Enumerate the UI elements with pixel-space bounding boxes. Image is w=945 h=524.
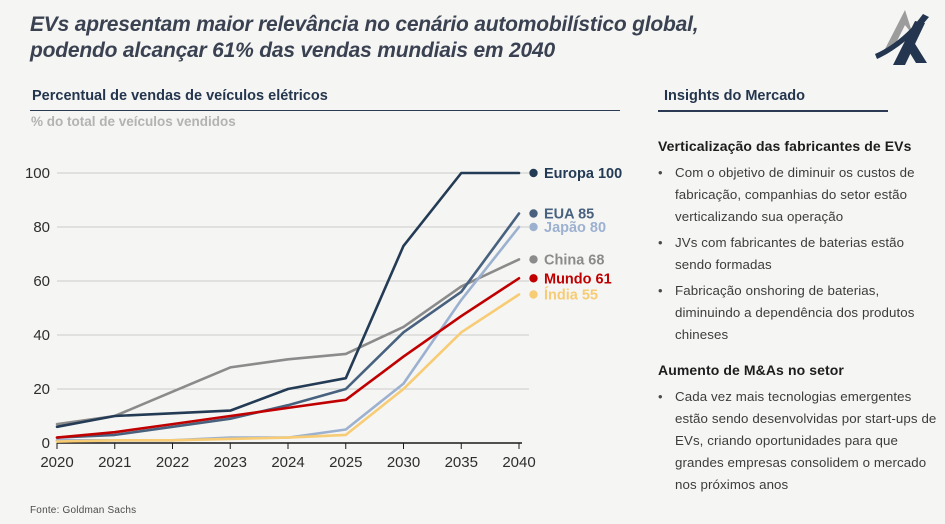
bullet-text: Cada vez mais tecnologias emergentes est… <box>675 389 937 492</box>
insight-heading-verticalizacao: Verticalização das fabricantes de EVs <box>658 138 912 154</box>
x-axis-label-2040: 2040 <box>502 454 535 471</box>
chart-section-header: Percentual de vendas de veículos elétric… <box>30 88 620 111</box>
y-axis-label-20: 20 <box>33 381 50 398</box>
list-item: • Com o objetivo de diminuir os custos d… <box>658 162 938 228</box>
legend-dot-china <box>529 255 538 264</box>
slide-title-line1: EVs apresentam maior relevância no cenár… <box>30 13 699 36</box>
legend-dot-eua <box>529 209 538 218</box>
bullet-icon: • <box>658 389 663 404</box>
legend-label-mundo: Mundo 61 <box>544 272 612 288</box>
insights-header: Insights do Mercado <box>658 88 888 112</box>
series-line-europa <box>55 171 521 429</box>
x-axis-label-2035: 2035 <box>445 454 478 471</box>
bullet-icon: • <box>658 165 663 180</box>
slide-title-line2: podendo alcançar 61% das vendas mundiais… <box>30 38 555 62</box>
y-axis-label-80: 80 <box>33 219 50 236</box>
series-line-mundo <box>55 276 521 439</box>
list-item: • JVs com fabricantes de baterias estão … <box>658 232 938 276</box>
company-k-logo-icon <box>875 10 929 65</box>
x-axis-label-2023: 2023 <box>214 454 247 471</box>
slide-title: EVs apresentam maior relevância no cenár… <box>30 12 880 63</box>
x-axis-label-2030: 2030 <box>387 454 420 471</box>
insight-bullet-list: • Cada vez mais tecnologias emergentes e… <box>658 386 938 496</box>
legend-dot-índia <box>529 290 538 299</box>
insight-bullet-list: • Com o objetivo de diminuir os custos d… <box>658 162 938 346</box>
legend-dot-japão <box>529 222 538 232</box>
x-axis-label-2021: 2021 <box>98 454 131 471</box>
x-axis-label-2022: 2022 <box>156 454 189 471</box>
chart-subtitle: % do total de veículos vendidos <box>31 114 236 129</box>
logo-mountain-shape <box>884 10 913 51</box>
list-item: • Cada vez mais tecnologias emergentes e… <box>658 386 938 496</box>
x-axis-label-2025: 2025 <box>329 454 362 471</box>
insight-heading-mas: Aumento de M&As no setor <box>658 362 844 378</box>
bullet-text: Com o objetivo de diminuir os custos de … <box>675 165 915 224</box>
series-line-eua <box>55 212 521 439</box>
insights-panel: Insights do Mercado Verticalização das f… <box>658 88 938 500</box>
bullet-icon: • <box>658 283 663 298</box>
legend-label-china: China 68 <box>544 253 604 269</box>
y-axis-label-40: 40 <box>33 327 50 344</box>
legend-dot-mundo <box>529 274 538 283</box>
legend-label-índia: Índia 55 <box>544 287 598 304</box>
x-axis-label-2024: 2024 <box>271 454 304 471</box>
legend-label-europa: Europa 100 <box>544 166 622 182</box>
series-line-índia <box>55 293 521 443</box>
bullet-text: Fabricação onshoring de baterias, diminu… <box>675 283 915 342</box>
source-note: Fonte: Goldman Sachs <box>30 505 137 516</box>
bullet-icon: • <box>658 235 663 250</box>
legend-label-japão: Japão 80 <box>544 220 606 236</box>
list-item: • Fabricação onshoring de baterias, dimi… <box>658 280 938 346</box>
y-axis-label-60: 60 <box>33 273 50 290</box>
series-line-china <box>55 258 521 426</box>
y-axis-label-100: 100 <box>25 165 50 182</box>
y-axis-label-0: 0 <box>42 435 50 452</box>
legend-label-eua: EUA 85 <box>544 207 594 223</box>
legend-dot-europa <box>529 168 538 178</box>
x-axis-label-2020: 2020 <box>40 454 73 471</box>
logo-leg-shape <box>905 39 927 63</box>
bullet-text: JVs com fabricantes de baterias estão se… <box>675 235 905 272</box>
